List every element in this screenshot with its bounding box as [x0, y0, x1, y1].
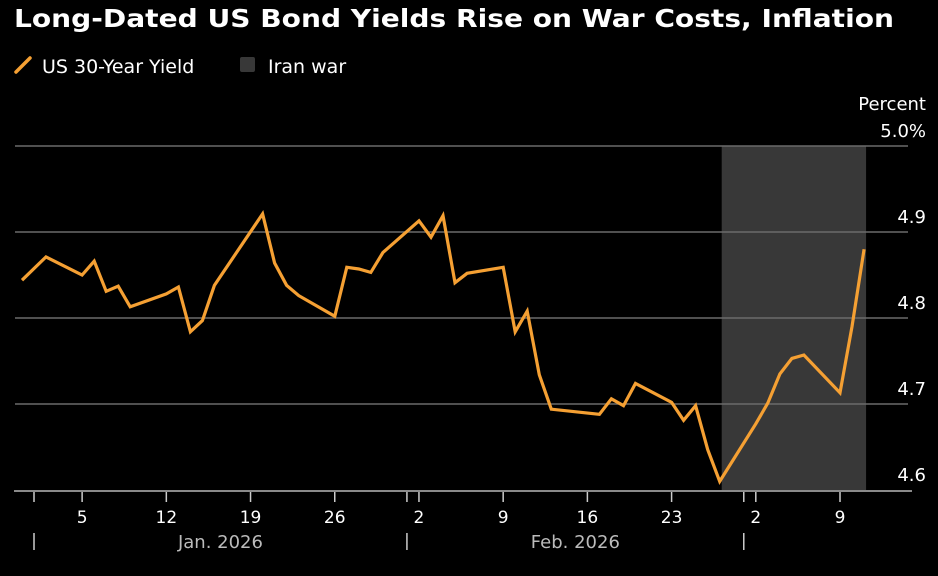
legend-box-swatch [240, 57, 255, 72]
x-tick-label: 19 [240, 508, 262, 528]
legend-label-series: US 30-Year Yield [42, 56, 194, 78]
x-tick-label: 16 [577, 508, 599, 528]
y-tick-label: 5.0% [880, 121, 926, 142]
x-tick-label: 9 [835, 508, 846, 528]
y-tick-label: 4.6 [897, 465, 926, 486]
x-tick-label: 5 [77, 508, 88, 528]
y-tick-label: 4.9 [897, 207, 926, 228]
month-label: Jan. 2026 [177, 532, 263, 553]
y-tick-label: 4.7 [897, 379, 926, 400]
x-tick-label: 2 [750, 508, 761, 528]
x-tick-label: 23 [661, 508, 683, 528]
x-tick-label: 9 [498, 508, 509, 528]
x-tick-label: 12 [156, 508, 178, 528]
month-label: Feb. 2026 [531, 532, 620, 553]
chart-title: Long-Dated US Bond Yields Rise on War Co… [14, 4, 894, 33]
x-tick-label: 2 [414, 508, 425, 528]
legend: US 30-Year Yield Iran war [16, 56, 346, 78]
y-tick-label: 4.8 [897, 293, 926, 314]
y-axis-unit-label: Percent [858, 94, 926, 115]
legend-label-region: Iran war [268, 56, 346, 78]
x-tick-label: 26 [324, 508, 346, 528]
